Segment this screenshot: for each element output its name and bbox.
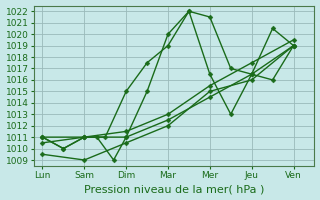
X-axis label: Pression niveau de la mer( hPa ): Pression niveau de la mer( hPa ) (84, 184, 264, 194)
